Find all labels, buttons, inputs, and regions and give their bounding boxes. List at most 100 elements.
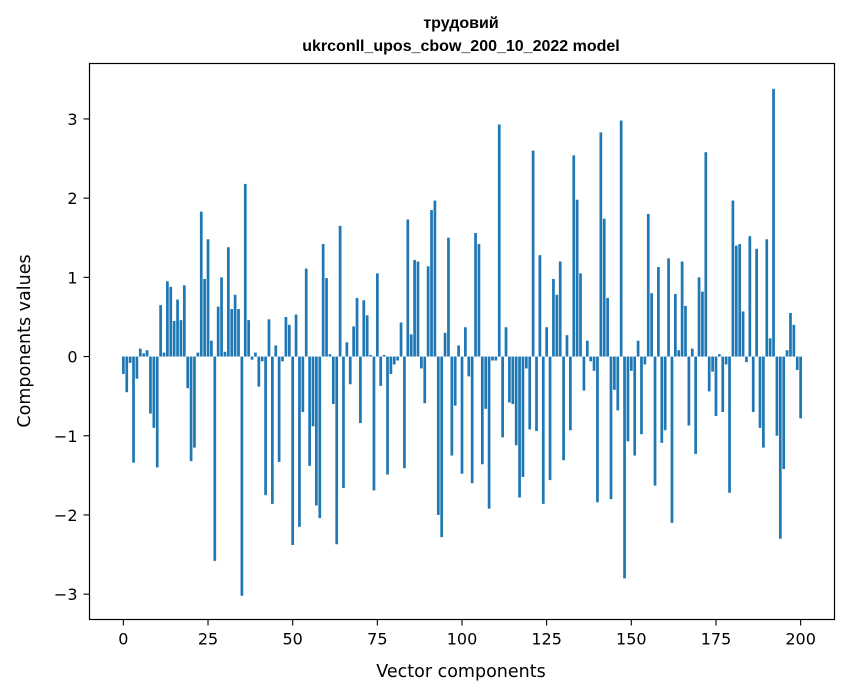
y-tick-label: −3	[54, 585, 78, 604]
bar	[677, 350, 681, 357]
bar	[728, 356, 731, 493]
bar	[687, 356, 691, 426]
bar	[291, 356, 295, 546]
bar	[480, 356, 484, 465]
bar	[457, 345, 460, 357]
x-tick-label: 75	[367, 630, 387, 649]
bar	[389, 356, 393, 374]
bar	[216, 306, 220, 357]
bar	[589, 356, 593, 362]
bar	[335, 356, 339, 545]
bar	[704, 152, 708, 357]
y-axis: −3 −2 −1 0 1 2 3	[54, 110, 90, 604]
bar	[230, 309, 234, 357]
bar	[552, 278, 555, 357]
bar	[375, 273, 379, 357]
bar	[162, 352, 166, 357]
bar	[782, 356, 786, 470]
bar	[555, 294, 559, 357]
bar	[565, 335, 569, 357]
bar	[311, 356, 315, 427]
bar	[795, 356, 799, 371]
y-tick-label: −2	[54, 506, 78, 525]
bar	[799, 356, 802, 419]
bar	[768, 338, 772, 357]
y-tick-label: 3	[67, 110, 77, 129]
bar	[416, 261, 420, 357]
bar	[155, 356, 159, 468]
bar	[176, 299, 179, 357]
bar	[491, 356, 494, 361]
bar	[247, 320, 251, 357]
bar	[592, 356, 596, 371]
bar	[145, 350, 149, 357]
bar	[179, 320, 183, 357]
bar	[684, 305, 687, 357]
x-tick-label: 175	[701, 630, 732, 649]
x-tick-label: 150	[616, 630, 647, 649]
bar	[298, 356, 301, 527]
bar	[328, 354, 332, 357]
bar	[254, 352, 257, 357]
bar	[304, 268, 308, 357]
bar	[399, 322, 403, 357]
bar	[223, 351, 227, 357]
bar	[132, 356, 135, 463]
bar	[379, 356, 383, 386]
bar	[606, 297, 609, 357]
bar	[616, 356, 620, 411]
bar	[237, 309, 240, 357]
bar	[711, 356, 714, 372]
bar	[345, 342, 349, 357]
bar	[450, 356, 454, 456]
chart-title-line2: ukrconll_upos_cbow_200_10_2022 model	[302, 38, 619, 55]
bar	[392, 356, 396, 365]
y-tick-label: 0	[67, 348, 77, 367]
bar	[741, 311, 745, 357]
bar	[403, 356, 406, 469]
bar	[690, 348, 694, 357]
bar	[420, 356, 423, 369]
bar	[294, 314, 298, 357]
bar	[538, 255, 542, 357]
bar	[673, 293, 677, 357]
bar	[531, 150, 535, 357]
x-axis-label: Vector components	[376, 662, 545, 682]
bar	[433, 200, 437, 357]
bar	[514, 356, 518, 446]
bar	[596, 356, 599, 503]
bar	[331, 356, 335, 405]
bar	[721, 356, 725, 412]
bar	[406, 219, 410, 357]
bar	[599, 132, 603, 357]
bar	[287, 324, 291, 357]
bar	[284, 316, 288, 357]
bar	[453, 356, 457, 406]
bar	[582, 356, 586, 391]
bar	[697, 277, 701, 357]
bar	[301, 356, 305, 412]
bar	[474, 232, 477, 357]
bar	[484, 356, 488, 409]
bar	[128, 356, 132, 363]
bar	[626, 356, 630, 442]
bar	[792, 324, 796, 357]
bar	[210, 340, 213, 357]
bar	[149, 356, 152, 414]
bar	[440, 356, 444, 538]
bar	[470, 356, 474, 484]
x-tick-label: 200	[785, 630, 816, 649]
bar	[318, 356, 322, 519]
bar	[233, 294, 237, 357]
bar	[396, 356, 400, 361]
bar	[765, 239, 769, 357]
bars-group	[122, 88, 802, 596]
bar	[189, 356, 193, 462]
x-tick-label: 50	[283, 630, 303, 649]
bar	[369, 354, 372, 357]
bar	[670, 356, 674, 523]
bar	[755, 248, 758, 357]
bar	[785, 350, 789, 357]
bar	[352, 326, 355, 357]
bar	[342, 356, 345, 489]
